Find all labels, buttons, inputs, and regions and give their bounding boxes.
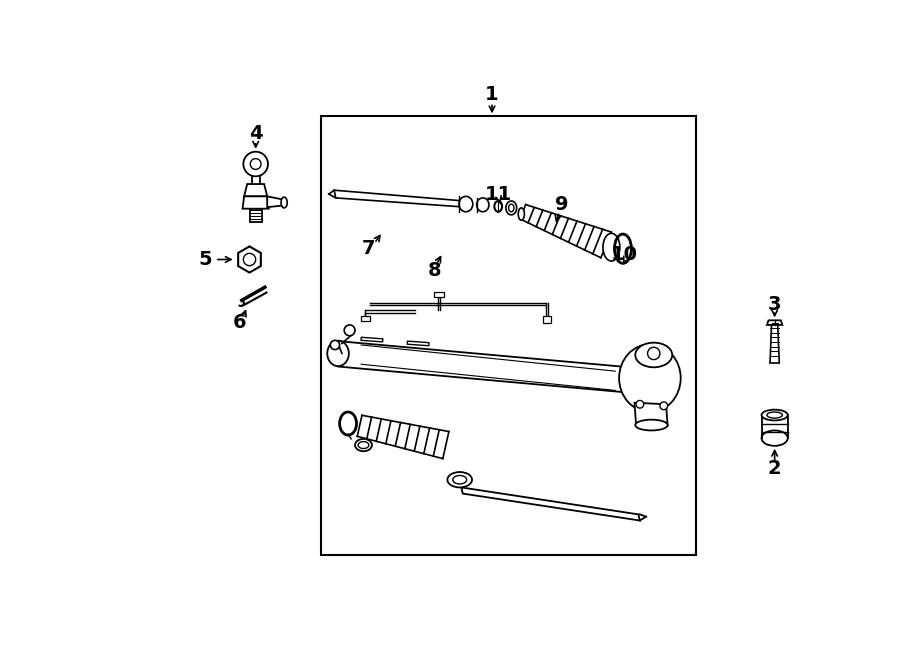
Ellipse shape bbox=[355, 439, 372, 451]
Text: 11: 11 bbox=[484, 185, 512, 204]
Circle shape bbox=[344, 325, 355, 336]
Polygon shape bbox=[357, 415, 449, 459]
Ellipse shape bbox=[603, 233, 620, 261]
Text: 3: 3 bbox=[768, 295, 781, 314]
Bar bbox=[543, 317, 551, 323]
Ellipse shape bbox=[494, 201, 502, 212]
Text: 1: 1 bbox=[485, 85, 499, 104]
Ellipse shape bbox=[453, 475, 466, 484]
Ellipse shape bbox=[358, 442, 369, 449]
Polygon shape bbox=[767, 321, 782, 325]
Polygon shape bbox=[361, 337, 382, 342]
Text: 6: 6 bbox=[233, 313, 247, 332]
Polygon shape bbox=[461, 487, 640, 520]
Ellipse shape bbox=[328, 340, 349, 366]
Polygon shape bbox=[334, 190, 466, 207]
Ellipse shape bbox=[761, 410, 788, 420]
Ellipse shape bbox=[508, 204, 514, 212]
Ellipse shape bbox=[459, 196, 472, 212]
Text: 8: 8 bbox=[428, 261, 441, 280]
Ellipse shape bbox=[619, 344, 680, 412]
Polygon shape bbox=[338, 341, 638, 393]
Polygon shape bbox=[244, 184, 267, 196]
Ellipse shape bbox=[506, 201, 517, 215]
Polygon shape bbox=[408, 341, 429, 346]
Circle shape bbox=[660, 402, 668, 410]
Bar bbox=[435, 292, 444, 297]
Ellipse shape bbox=[477, 198, 489, 212]
Bar bbox=[321, 116, 696, 555]
Circle shape bbox=[243, 253, 256, 266]
Circle shape bbox=[648, 347, 660, 360]
Ellipse shape bbox=[761, 430, 788, 446]
Text: 10: 10 bbox=[611, 245, 638, 264]
Polygon shape bbox=[249, 209, 262, 222]
Polygon shape bbox=[238, 247, 261, 272]
Polygon shape bbox=[243, 196, 269, 209]
Circle shape bbox=[636, 401, 644, 408]
Ellipse shape bbox=[635, 420, 668, 430]
Ellipse shape bbox=[635, 342, 672, 368]
Polygon shape bbox=[267, 196, 283, 207]
Polygon shape bbox=[634, 403, 668, 426]
Circle shape bbox=[330, 340, 339, 350]
Polygon shape bbox=[520, 205, 611, 258]
Text: 2: 2 bbox=[768, 459, 781, 478]
Ellipse shape bbox=[281, 197, 287, 208]
Ellipse shape bbox=[767, 412, 782, 418]
Text: 5: 5 bbox=[199, 250, 212, 269]
Circle shape bbox=[243, 152, 268, 176]
Text: 7: 7 bbox=[362, 239, 375, 258]
Text: 9: 9 bbox=[554, 196, 568, 214]
Circle shape bbox=[250, 159, 261, 169]
Text: 4: 4 bbox=[248, 124, 263, 143]
Bar bbox=[361, 316, 371, 321]
Ellipse shape bbox=[518, 208, 525, 220]
Ellipse shape bbox=[447, 472, 472, 487]
